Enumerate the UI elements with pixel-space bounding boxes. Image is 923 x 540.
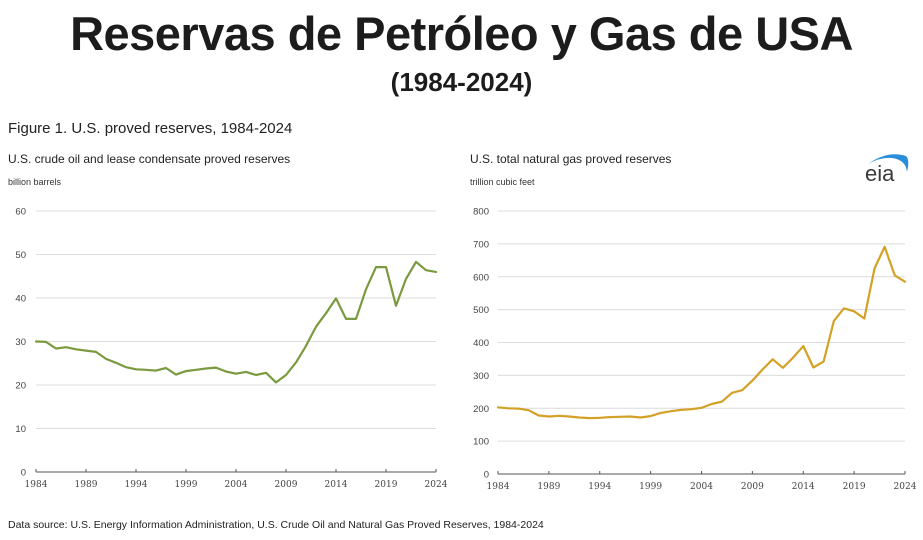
gas-x-tick-label: 2014 [792, 482, 815, 492]
oil-x-tick-label: 2014 [325, 480, 348, 490]
gas-x-tick-label: 2009 [741, 482, 764, 492]
oil-y-unit-label: billion barrels [8, 177, 62, 187]
oil-y-tick-label: 40 [15, 294, 26, 305]
gas-y-tick-label: 300 [473, 371, 489, 382]
gas-x-tick-label: 2019 [843, 482, 866, 492]
oil-y-tick-label: 60 [15, 207, 26, 218]
gas-x-tick-label: 1984 [487, 482, 510, 492]
gas-chart-title: U.S. total natural gas proved reserves [470, 152, 672, 166]
oil-y-tick-label: 10 [15, 424, 26, 435]
gas-y-tick-label: 100 [473, 437, 489, 448]
gas-x-tick-label: 2004 [690, 482, 713, 492]
gas-y-tick-label: 400 [473, 338, 489, 349]
oil-y-tick-label: 50 [15, 250, 26, 261]
gas-x-tick-label: 2024 [894, 482, 917, 492]
main-title: Reservas de Petróleo y Gas de USA [70, 7, 853, 60]
gas-series-line [496, 245, 907, 420]
gas-y-tick-label: 0 [484, 470, 489, 481]
main-subtitle: (1984-2024) [390, 67, 533, 97]
gas-y-tick-label: 200 [473, 404, 489, 415]
eia-logo: eia [862, 150, 912, 186]
oil-x-tick-label: 1984 [25, 480, 48, 490]
oil-series-line [34, 260, 438, 384]
oil-chart-title: U.S. crude oil and lease condensate prov… [8, 152, 291, 166]
oil-x-tick-label: 1999 [175, 480, 198, 490]
eia-logo-arc-icon: eia [865, 154, 909, 186]
oil-y-tick-label: 0 [21, 468, 26, 479]
figure-title: Figure 1. U.S. proved reserves, 1984-202… [8, 120, 293, 137]
gas-x-tick-label: 1999 [639, 482, 662, 492]
gas-y-unit-label: trillion cubic feet [470, 177, 535, 187]
oil-y-tick-label: 20 [15, 381, 26, 392]
oil-x-tick-label: 2009 [275, 480, 298, 490]
gas-y-tick-label: 700 [473, 239, 489, 250]
oil-x-tick-label: 2024 [425, 480, 448, 490]
oil-x-tick-label: 2004 [225, 480, 248, 490]
gas-y-tick-label: 500 [473, 305, 489, 316]
oil-x-tick-label: 1994 [125, 480, 148, 490]
oil-y-tick-label: 30 [15, 337, 26, 348]
gas-x-tick-label: 1989 [537, 482, 560, 492]
oil-x-tick-label: 1989 [75, 480, 98, 490]
oil-x-tick-label: 2019 [375, 480, 398, 490]
gas-y-tick-label: 600 [473, 272, 489, 283]
gas-y-tick-label: 800 [473, 207, 489, 218]
eia-logo-text: eia [865, 161, 895, 186]
data-source-note: Data source: U.S. Energy Information Adm… [8, 519, 544, 531]
gas-x-tick-label: 1994 [588, 482, 611, 492]
